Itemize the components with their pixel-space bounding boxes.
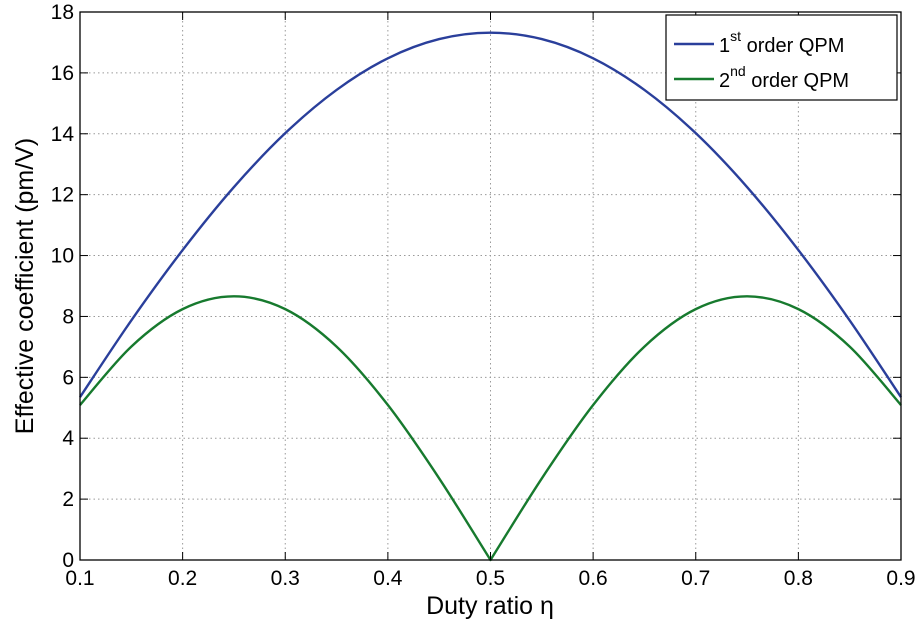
y-tick-label: 12 — [51, 184, 74, 207]
y-tick-label: 10 — [51, 245, 74, 268]
legend-label-text: order QPM — [741, 35, 844, 57]
legend-label-order: 2 — [719, 70, 730, 92]
legend-label-text: order QPM — [746, 70, 849, 92]
y-tick-label: 2 — [62, 488, 74, 511]
y-tick-label: 0 — [62, 549, 74, 572]
x-tick-label: 0.9 — [886, 567, 915, 590]
grid — [80, 12, 901, 560]
x-tick-label: 0.2 — [168, 567, 197, 590]
y-tick-label: 14 — [51, 123, 75, 146]
y-tick-label: 4 — [62, 427, 74, 450]
y-tick-label: 18 — [51, 1, 74, 24]
legend-label-1: 1st order QPM — [719, 28, 844, 57]
y-tick-label: 6 — [62, 366, 74, 389]
y-axis-label: Effective coefficient (pm/V) — [11, 138, 39, 434]
legend-label-order: 1 — [719, 35, 730, 57]
legend-label-superscript: st — [730, 28, 741, 44]
ticks: 0.1 0.2 0.3 0.4 0.5 0.6 0.7 0.8 0.90246810121416… — [51, 1, 916, 590]
legend-box — [665, 14, 898, 101]
x-tick-label: 0.6 — [579, 567, 608, 590]
x-tick-label: 0.5 — [476, 567, 505, 590]
x-tick-label: 0.4 — [373, 567, 403, 590]
x-tick-label: 0.8 — [784, 567, 813, 590]
x-tick-label: 0.1 — [65, 567, 94, 590]
x-tick-label: 0.3 — [271, 567, 300, 590]
legend-label-superscript: nd — [730, 63, 746, 79]
legend-label-2: 2nd order QPM — [719, 63, 849, 92]
y-tick-label: 16 — [51, 62, 74, 85]
series-line-1 — [79, 31, 902, 398]
y-tick-label: 8 — [62, 305, 74, 328]
x-tick-label: 0.7 — [681, 567, 710, 590]
x-axis-label: Duty ratio η — [426, 592, 554, 620]
